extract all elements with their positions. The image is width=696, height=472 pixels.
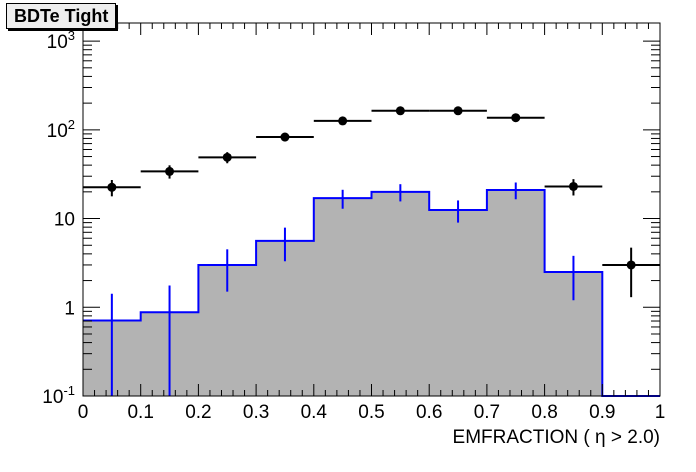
histogram-fill [83, 189, 660, 396]
data-point [568, 181, 578, 191]
histogram-outline [83, 188, 660, 397]
x-axis-label: EMFRACTION ( η > 2.0) [453, 427, 660, 448]
x-tick-label: 0.7 [474, 402, 500, 423]
data-point [280, 132, 290, 142]
x-tick-label: 0.3 [243, 402, 269, 423]
x-tick-label: 0.8 [531, 402, 557, 423]
data-point [395, 106, 405, 116]
data-point [453, 106, 463, 116]
data-point [222, 152, 232, 162]
chart-title: BDTe Tight [6, 3, 117, 29]
data-point [626, 260, 636, 270]
data-point [165, 166, 175, 176]
x-tick-label: 0.1 [127, 402, 153, 423]
x-tick-label: 1 [655, 402, 666, 423]
y-tick-label: 1 [64, 298, 75, 319]
y-tick-label: 102 [47, 117, 75, 142]
x-tick-label: 0.5 [358, 402, 384, 423]
y-tick-label: 10-1 [42, 383, 75, 408]
x-tick-label: 0.2 [185, 402, 211, 423]
y-tick-label: 10 [54, 210, 75, 231]
data-point [338, 116, 348, 126]
data-point [107, 182, 117, 192]
y-tick-label: 103 [47, 28, 75, 53]
data-point [511, 113, 521, 123]
x-tick-label: 0 [78, 402, 89, 423]
x-tick-label: 0.4 [301, 402, 328, 423]
x-tick-label: 0.9 [589, 402, 615, 423]
x-tick-label: 0.6 [416, 402, 442, 423]
